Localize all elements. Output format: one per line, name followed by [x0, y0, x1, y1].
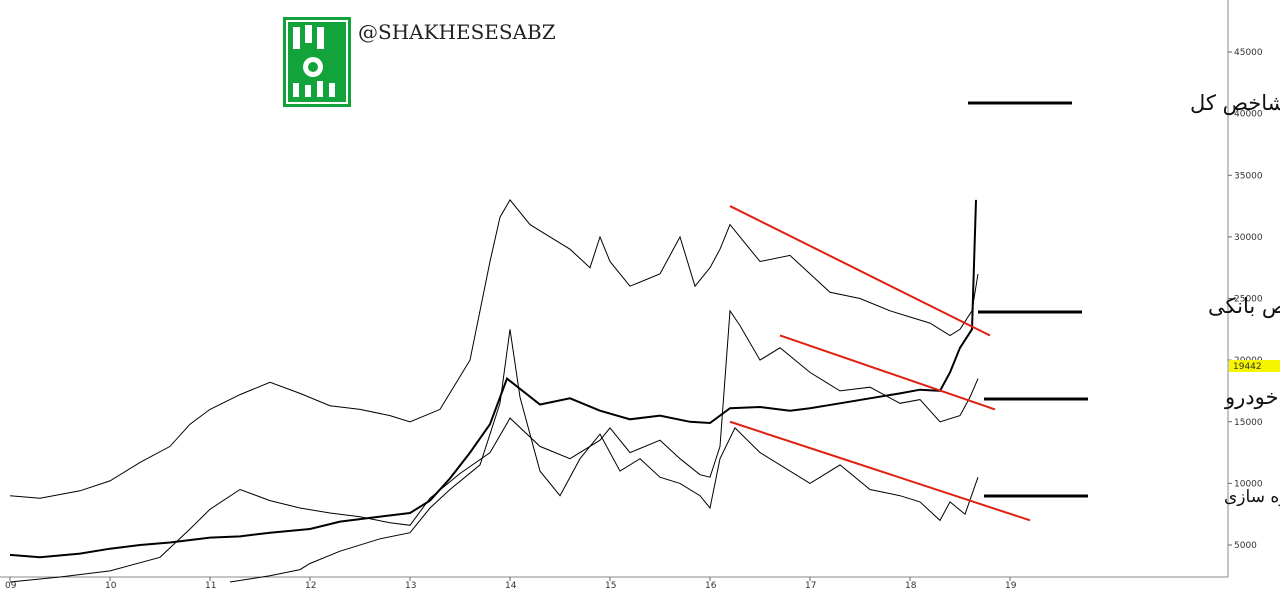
y-tick-label: 30000: [1234, 233, 1263, 243]
series-line-3: [9, 309, 979, 583]
x-tick-label: 19: [1005, 581, 1017, 589]
trendline-3: [729, 420, 1031, 522]
series-line-4: [229, 329, 979, 583]
price-tag-box: [1229, 360, 1280, 372]
y-tick-label: 5000: [1234, 541, 1257, 551]
watermark-handle: @SHAKHESESABZ: [358, 20, 556, 44]
y-tick-layer: 5000100001500020000250003000035000400004…: [1228, 48, 1263, 551]
x-tick-label: 13: [405, 581, 416, 589]
series-label-4: شاخص انبوه سازی: [1224, 487, 1280, 507]
trendline-2: [779, 334, 996, 411]
series-line-2: [9, 199, 979, 499]
x-tick-label: 09: [5, 581, 17, 589]
x-tick-label: 14: [505, 581, 517, 589]
x-tick-label: 18: [905, 581, 917, 589]
price-tag-value: 19442: [1233, 362, 1262, 372]
x-tick-label: 10: [105, 581, 117, 589]
series-line-1: [9, 199, 977, 559]
x-tick-label: 11: [205, 581, 216, 589]
y-tick-label: 25000: [1234, 295, 1263, 305]
shakhes-sabz-logo: [283, 17, 351, 107]
trendline-1: [729, 205, 991, 337]
series-layer: [9, 199, 979, 583]
x-tick-label: 12: [305, 581, 316, 589]
y-tick-label: 35000: [1234, 171, 1263, 181]
price-tag: 19442: [1229, 360, 1280, 372]
y-tick-label: 40000: [1234, 110, 1263, 120]
x-tick-layer: 09 10 11 12 13 14 15 16 17 18 19: [5, 577, 1017, 589]
series-label-1: شاخص کل: [1190, 91, 1280, 116]
trendline-layer: [729, 205, 1031, 522]
x-tick-label: 15: [605, 581, 616, 589]
series-label-layer: شاخص کل شاخص بانکی شاخص خودرو شاخص انبوه سا…: [968, 91, 1280, 507]
x-tick-label: 17: [805, 581, 816, 589]
y-tick-label: 10000: [1234, 479, 1263, 489]
x-tick-label: 16: [705, 581, 717, 589]
y-tick-label: 45000: [1234, 48, 1263, 58]
series-label-2: شاخص بانکی: [1208, 294, 1280, 319]
series-label-3: شاخص خودرو: [1224, 385, 1280, 410]
y-tick-label: 15000: [1234, 418, 1263, 428]
